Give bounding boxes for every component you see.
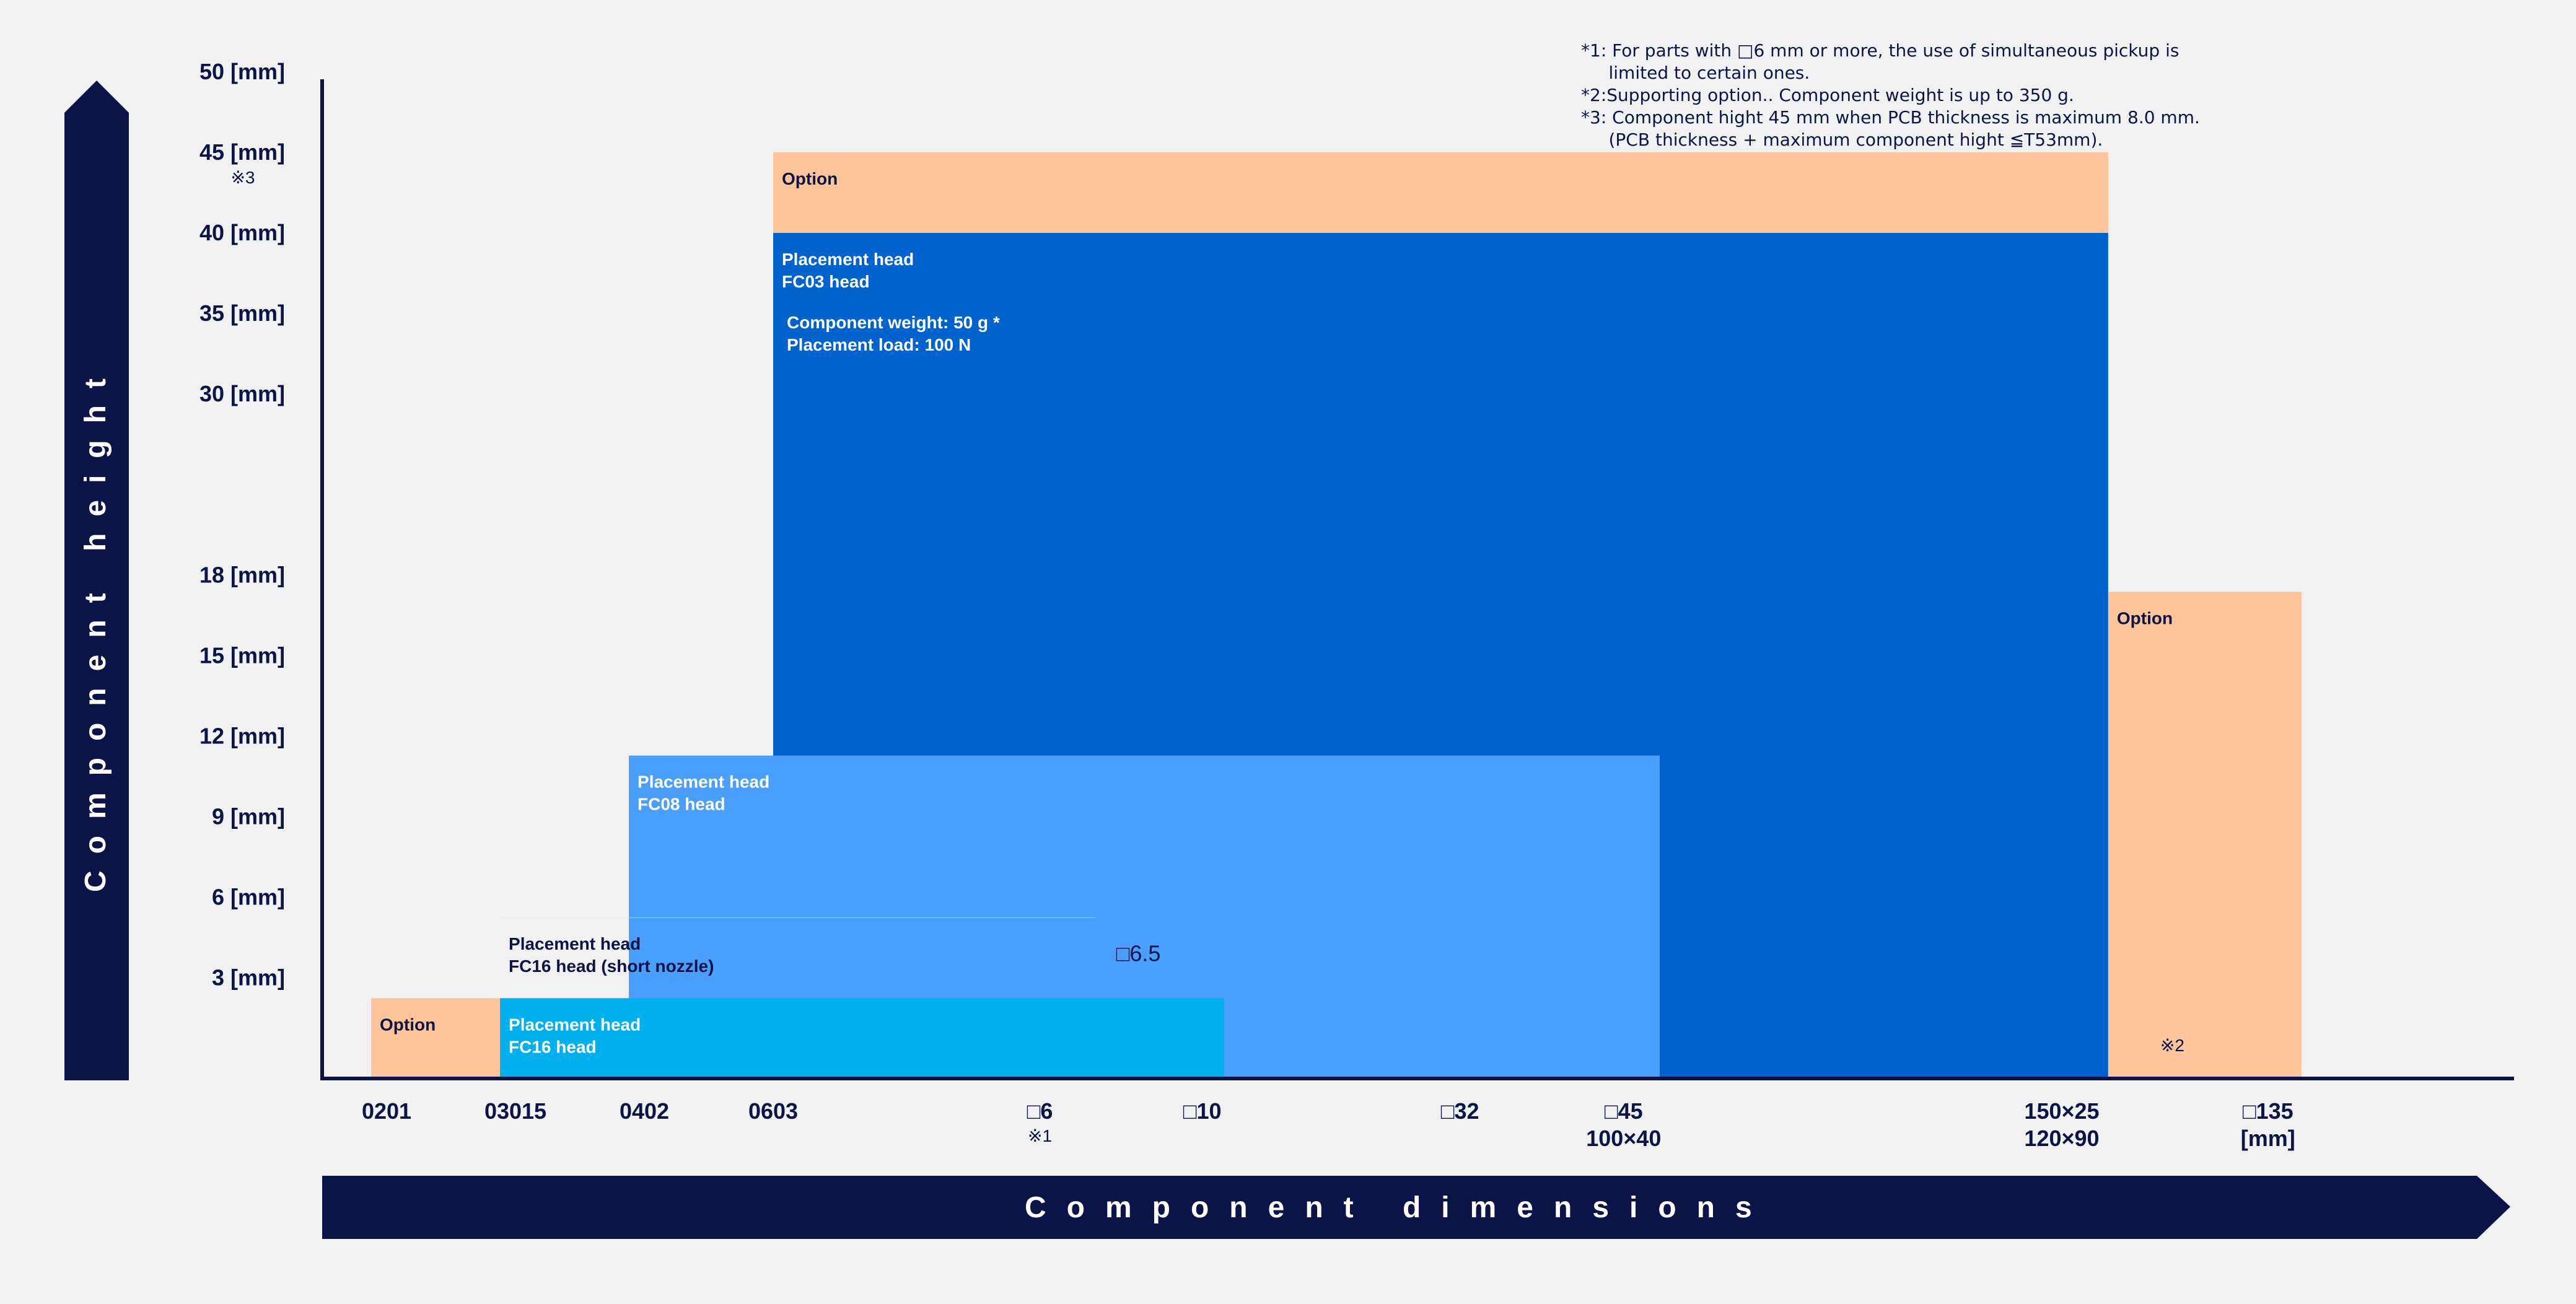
footnote: *3: Component hight 45 mm when PCB thick… [1581,107,2200,128]
x-tick-sublabel: 100×40 [1586,1126,1661,1151]
y-tick-label: 12 [mm] [199,724,285,749]
y-tick-labels: 3 [mm] 6 [mm] 9 [mm] 12 [mm] 15 [mm] 18 [mm] 3… [199,59,285,991]
y-axis-label: Component height [79,362,112,892]
y-tick-label: 15 [mm] [199,643,285,668]
y-tick-note: ※3 [230,168,255,187]
annotation-label: □6.5 [1116,941,1161,966]
x-tick-label: 0603 [748,1098,798,1124]
x-axis-arrow-banner [322,1176,2510,1239]
region-note: ※2 [2160,1036,2184,1055]
region-label: FC03 head [782,272,870,291]
region-label: Placement head [509,934,641,953]
region-fc16-option [371,998,501,1079]
y-tick-label: 40 [mm] [199,220,285,245]
region-label: Option [380,1015,436,1034]
regions-layer [371,152,2302,1079]
region-labels-layer: Option Placement head FC03 head Component w… [380,169,2184,1056]
x-tick-label: □135 [2243,1098,2293,1124]
x-tick-sublabel: [mm] [2241,1126,2295,1151]
region-label: Option [2117,608,2173,628]
annotation-layer: □6.5 [1116,941,1161,966]
footnote: *2:Supporting option.. Component weight … [1581,85,2074,105]
region-label: FC16 head (short nozzle) [509,956,714,976]
region-label: Placement head [637,772,769,792]
y-tick-label: 35 [mm] [199,300,285,326]
region-detail: Component weight: 50 g * [787,313,1000,332]
y-tick-label: 18 [mm] [199,562,285,588]
x-tick-label: □45 [1605,1098,1643,1124]
x-tick-label: 03015 [484,1098,546,1124]
y-tick-label: 9 [mm] [212,804,285,829]
x-tick-sublabel: 120×90 [2024,1126,2099,1151]
region-label: Option [782,169,838,188]
y-tick-label: 3 [mm] [212,965,285,991]
region-fc03-option [773,152,2108,234]
region-fc16 [500,998,1224,1079]
y-tick-label: 50 [mm] [199,59,285,84]
region-fc03-side-option [2108,592,2302,1079]
x-tick-label: □10 [1183,1098,1222,1124]
x-tick-label: 0402 [620,1098,669,1124]
y-tick-label: 45 [mm] [199,139,285,165]
region-fc16-short [500,917,1095,918]
region-label: Placement head [782,250,914,269]
x-tick-sublabel: ※1 [1028,1126,1052,1145]
x-axis-label: Component dimensions [1025,1191,1772,1224]
x-tick-label: 150×25 [2024,1098,2099,1124]
region-label: FC08 head [637,795,725,814]
y-tick-label: 30 [mm] [199,381,285,406]
footnotes: *1: For parts with □6 mm or more, the us… [1581,40,2200,151]
x-tick-label: 0201 [362,1098,411,1124]
footnote: limited to certain ones. [1581,63,1810,83]
footnote: *1: For parts with □6 mm or more, the us… [1581,40,2180,61]
x-tick-label: □6 [1027,1098,1053,1124]
region-label: FC16 head [509,1037,597,1056]
y-tick-label: 6 [mm] [212,885,285,910]
region-detail: Placement load: 100 N [787,335,971,354]
x-tick-label: □32 [1441,1098,1479,1124]
y-axis-arrow-banner [64,81,129,1080]
footnote: (PCB thickness + maximum component hight… [1581,129,2103,150]
region-label: Placement head [509,1015,641,1034]
